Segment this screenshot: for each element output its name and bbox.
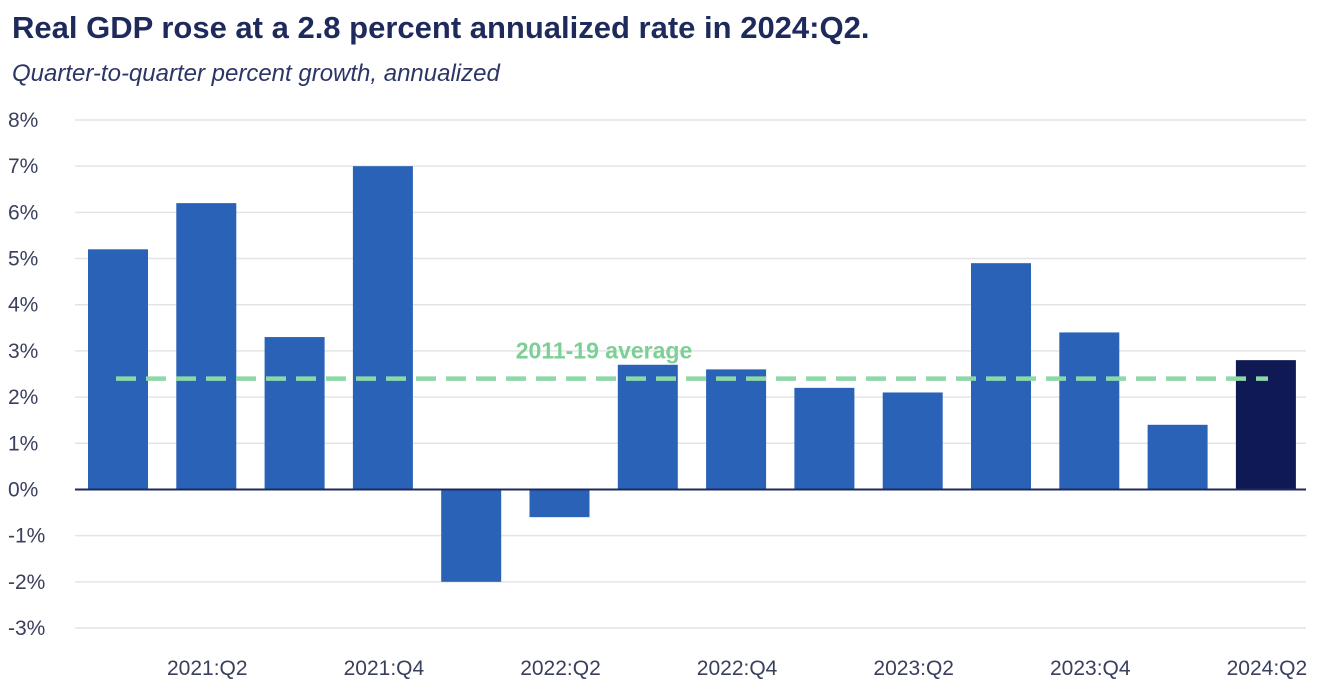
x-tick-label: 2024:Q2 <box>1227 657 1308 680</box>
bar-2023-q4 <box>1059 332 1120 490</box>
bars <box>88 166 1296 582</box>
chart-subtitle: Quarter-to-quarter percent growth, annua… <box>12 60 500 87</box>
average-label: 2011-19 average <box>516 338 693 364</box>
bar-2022-q1 <box>441 489 502 582</box>
y-tick-label: -2% <box>8 571 45 594</box>
bar-2023-q3 <box>971 263 1031 490</box>
bar-2021-q2 <box>176 203 237 490</box>
y-tick-label: 7% <box>8 155 38 178</box>
y-tick-label: 6% <box>8 201 38 224</box>
y-tick-label: 5% <box>8 248 38 271</box>
bar-2021-q4 <box>352 166 413 490</box>
x-tick-label: 2023:Q2 <box>873 657 954 680</box>
y-axis-ticks: 8% 7% 6% 5% 4% 3% 2% 1% 0% -1% -2% -3% <box>8 109 45 640</box>
y-tick-label: 3% <box>8 340 38 363</box>
x-tick-label: 2021:Q2 <box>167 657 248 680</box>
chart-title: Real GDP rose at a 2.8 percent annualize… <box>12 10 870 45</box>
y-tick-label: -3% <box>8 617 45 640</box>
bar-2021-q3 <box>264 337 325 490</box>
bar-2022-q3 <box>617 364 678 490</box>
bar-2021-q1 <box>88 249 148 490</box>
x-tick-label: 2022:Q4 <box>697 657 778 680</box>
bar-2022-q4 <box>706 369 767 490</box>
grid-lines <box>75 119 1306 629</box>
bar-2024-q1 <box>1147 424 1208 490</box>
y-tick-label: 8% <box>8 109 38 132</box>
y-tick-label: 4% <box>8 294 38 317</box>
y-tick-label: 2% <box>8 386 38 409</box>
bar-2023-q1 <box>794 387 855 490</box>
x-tick-label: 2022:Q2 <box>520 657 601 680</box>
bar-2022-q2 <box>529 489 590 518</box>
x-axis-ticks: 2021:Q2 2021:Q4 2022:Q2 2022:Q4 2023:Q2 2023:… <box>167 657 1307 680</box>
average-line-group: 2011-19 average <box>116 338 1268 381</box>
y-tick-label: 1% <box>8 432 38 455</box>
x-tick-label: 2023:Q4 <box>1050 657 1131 680</box>
bar-2023-q2 <box>882 392 943 490</box>
y-tick-label: -1% <box>8 525 45 548</box>
y-tick-label: 0% <box>8 478 38 501</box>
bar-2024-q2 <box>1235 360 1296 490</box>
x-tick-label: 2021:Q4 <box>344 657 425 680</box>
